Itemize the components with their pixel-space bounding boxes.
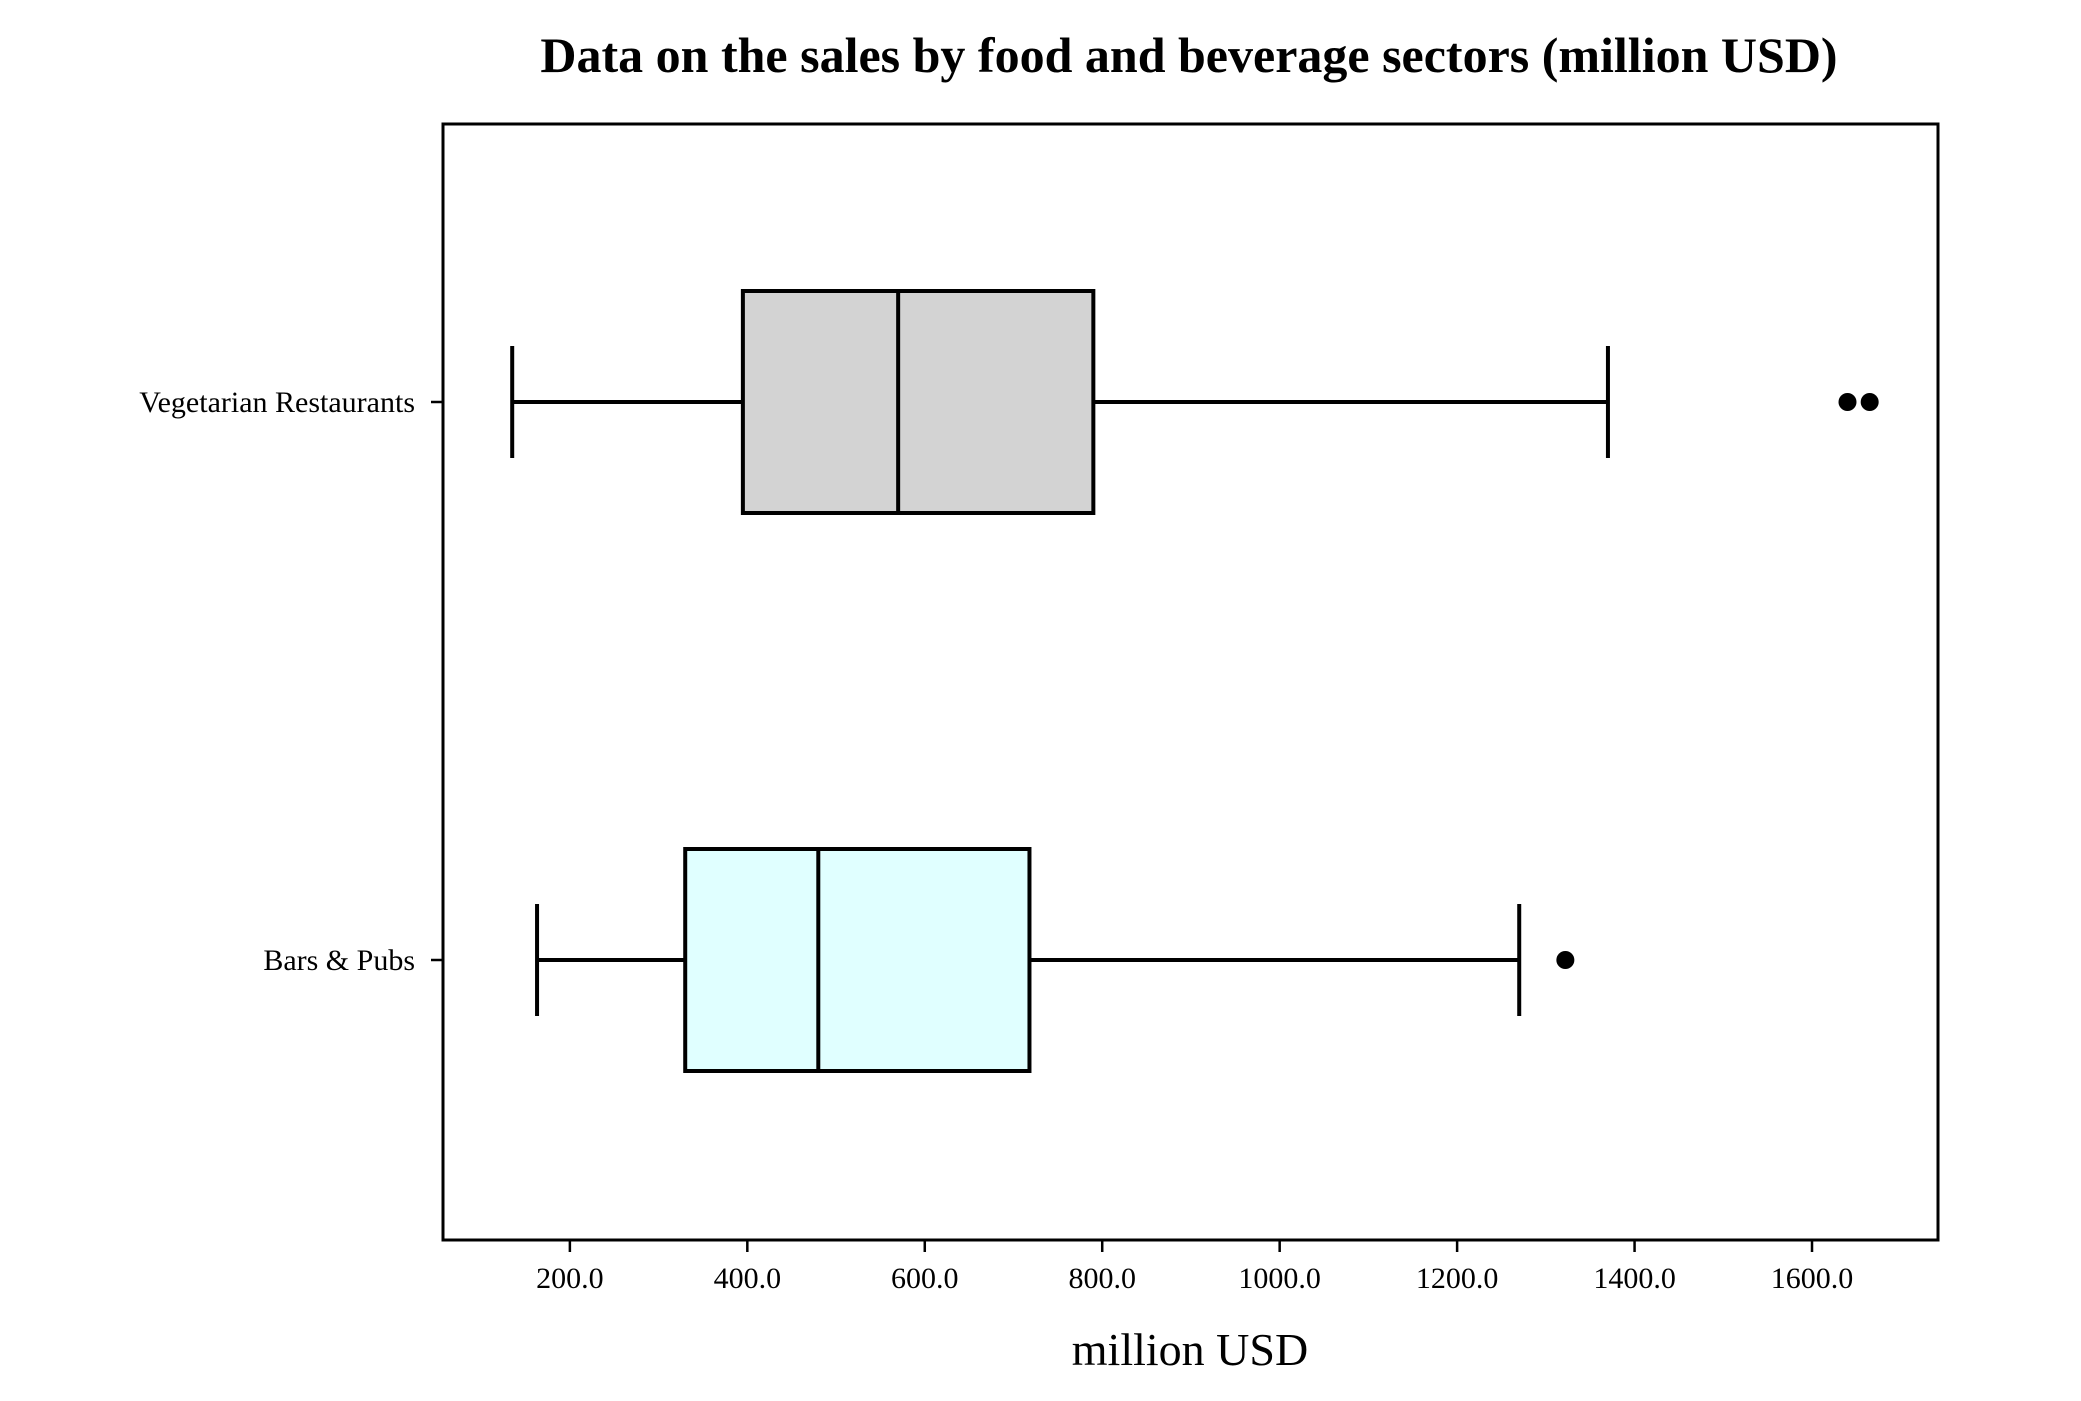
interquartile-box xyxy=(740,289,1096,515)
x-axis-label: million USD xyxy=(1072,1324,1308,1375)
box-group xyxy=(535,847,1575,1073)
x-tick-label: 1200.0 xyxy=(1416,1262,1499,1295)
y-axis: Vegetarian Restaurants Bars & Pubs xyxy=(139,386,443,977)
x-tick-label: 400.0 xyxy=(714,1262,782,1295)
outlier-point xyxy=(1556,951,1575,969)
outlier-point xyxy=(1860,393,1879,411)
y-tick-label: Bars & Pubs xyxy=(263,944,415,977)
x-tick-label: 1000.0 xyxy=(1238,1262,1321,1295)
y-tick-label: Vegetarian Restaurants xyxy=(139,386,415,419)
x-tick-label: 1400.0 xyxy=(1593,1262,1676,1295)
plot-frame xyxy=(441,122,1940,1242)
x-tick-label: 200.0 xyxy=(536,1262,604,1295)
box-group xyxy=(510,289,1879,515)
x-axis: 200.0 400.0 600.0 800.0 1000.0 1200.0 1400.0 16… xyxy=(536,1240,1853,1295)
x-tick-label: 800.0 xyxy=(1068,1262,1136,1295)
outlier-point xyxy=(1838,393,1857,411)
box-plot-series xyxy=(510,289,1879,1073)
interquartile-box xyxy=(683,847,1032,1073)
x-tick-label: 1600.0 xyxy=(1771,1262,1854,1295)
x-tick-label: 600.0 xyxy=(891,1262,959,1295)
chart-title: Data on the sales by food and beverage s… xyxy=(540,27,1837,83)
